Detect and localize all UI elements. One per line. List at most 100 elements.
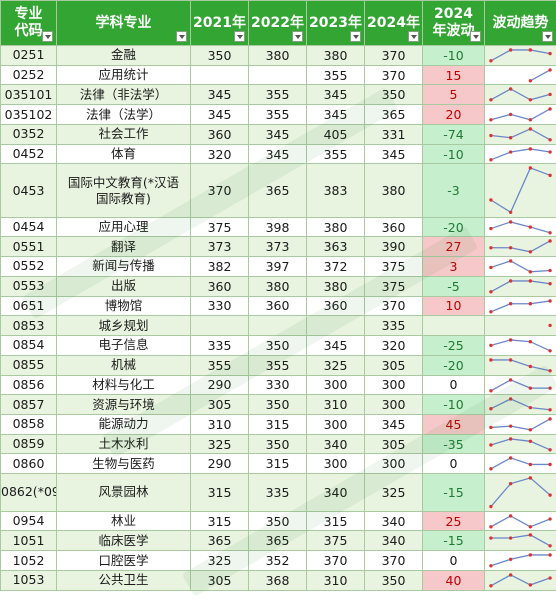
cell-y2024[interactable]: 370: [364, 64, 423, 86]
cell-y2021[interactable]: [190, 64, 249, 86]
cell-code[interactable]: 0853: [0, 315, 57, 337]
cell-y2023[interactable]: 300: [306, 453, 365, 475]
cell-y2023[interactable]: 345: [306, 104, 365, 125]
cell-name[interactable]: 应用心理: [56, 216, 191, 238]
cell-y2024[interactable]: 320: [364, 335, 423, 356]
filter-dropdown-icon[interactable]: [176, 31, 187, 42]
cell-name[interactable]: 林业: [56, 510, 191, 532]
cell-y2024[interactable]: 365: [364, 104, 423, 125]
cell-code[interactable]: 0856: [0, 374, 57, 396]
cell-y2021[interactable]: 315: [190, 473, 249, 512]
cell-y2023[interactable]: 380: [306, 216, 365, 238]
cell-y2022[interactable]: 355: [248, 354, 307, 376]
cell-code[interactable]: 1051: [0, 530, 57, 552]
cell-name[interactable]: 电子信息: [56, 335, 191, 356]
cell-name[interactable]: 法律（非法学）: [56, 84, 191, 106]
cell-change[interactable]: 0: [422, 453, 485, 475]
cell-name[interactable]: 博物馆: [56, 295, 191, 317]
cell-name[interactable]: 土木水利: [56, 433, 191, 455]
cell-code[interactable]: 1053: [0, 569, 57, 591]
cell-y2023[interactable]: 363: [306, 236, 365, 258]
cell-code[interactable]: 0551: [0, 236, 57, 258]
cell-change[interactable]: 0: [422, 550, 485, 571]
cell-name[interactable]: 金融: [56, 45, 191, 66]
cell-code[interactable]: 0855: [0, 354, 57, 376]
cell-code[interactable]: 0854: [0, 335, 57, 356]
cell-y2022[interactable]: 368: [248, 569, 307, 591]
cell-name[interactable]: 公共卫生: [56, 569, 191, 591]
cell-code[interactable]: 0553: [0, 275, 57, 297]
cell-name[interactable]: 材料与化工: [56, 374, 191, 396]
cell-y2024[interactable]: 350: [364, 84, 423, 106]
filter-dropdown-icon[interactable]: [292, 31, 303, 42]
cell-y2024[interactable]: 370: [364, 45, 423, 66]
cell-name[interactable]: 生物与医药: [56, 453, 191, 475]
filter-dropdown-icon[interactable]: [350, 31, 361, 42]
cell-y2023[interactable]: 405: [306, 123, 365, 145]
cell-change[interactable]: 0: [422, 374, 485, 396]
cell-y2022[interactable]: 315: [248, 453, 307, 475]
cell-y2022[interactable]: 365: [248, 530, 307, 552]
cell-y2023[interactable]: 345: [306, 84, 365, 106]
cell-y2021[interactable]: 370: [190, 163, 249, 218]
cell-y2024[interactable]: 340: [364, 530, 423, 552]
cell-y2021[interactable]: 350: [190, 45, 249, 66]
cell-name[interactable]: 翻译: [56, 236, 191, 258]
filter-dropdown-icon[interactable]: [408, 31, 419, 42]
cell-y2023[interactable]: 355: [306, 143, 365, 165]
cell-y2021[interactable]: 375: [190, 216, 249, 238]
cell-y2024[interactable]: 325: [364, 473, 423, 512]
cell-name[interactable]: 口腔医学: [56, 550, 191, 571]
cell-y2022[interactable]: [248, 64, 307, 86]
cell-y2021[interactable]: 315: [190, 510, 249, 532]
cell-y2021[interactable]: 365: [190, 530, 249, 552]
cell-name[interactable]: 社会工作: [56, 123, 191, 145]
cell-code[interactable]: 0859: [0, 433, 57, 455]
cell-y2023[interactable]: 310: [306, 394, 365, 415]
cell-change[interactable]: 45: [422, 414, 485, 435]
cell-y2024[interactable]: 305: [364, 433, 423, 455]
cell-code[interactable]: 0651: [0, 295, 57, 317]
cell-change[interactable]: [422, 315, 485, 337]
cell-code[interactable]: 0452: [0, 143, 57, 165]
cell-y2023[interactable]: 300: [306, 414, 365, 435]
cell-y2022[interactable]: 345: [248, 123, 307, 145]
cell-y2022[interactable]: 345: [248, 143, 307, 165]
cell-y2023[interactable]: 310: [306, 569, 365, 591]
cell-y2024[interactable]: 300: [364, 453, 423, 475]
cell-change[interactable]: -10: [422, 143, 485, 165]
cell-y2021[interactable]: [190, 315, 249, 337]
cell-change[interactable]: 25: [422, 510, 485, 532]
cell-y2024[interactable]: 390: [364, 236, 423, 258]
cell-name[interactable]: 体育: [56, 143, 191, 165]
cell-y2022[interactable]: 350: [248, 433, 307, 455]
cell-y2022[interactable]: 360: [248, 295, 307, 317]
cell-change[interactable]: 27: [422, 236, 485, 258]
cell-change[interactable]: -20: [422, 354, 485, 376]
cell-name[interactable]: 临床医学: [56, 530, 191, 552]
cell-y2021[interactable]: 320: [190, 143, 249, 165]
cell-y2024[interactable]: 360: [364, 216, 423, 238]
cell-y2024[interactable]: 300: [364, 394, 423, 415]
cell-y2021[interactable]: 305: [190, 394, 249, 415]
cell-y2021[interactable]: 360: [190, 123, 249, 145]
cell-code[interactable]: 0954: [0, 510, 57, 532]
cell-y2024[interactable]: 340: [364, 510, 423, 532]
cell-change[interactable]: -35: [422, 433, 485, 455]
cell-change[interactable]: 5: [422, 84, 485, 106]
cell-name[interactable]: 城乡规划: [56, 315, 191, 337]
cell-y2022[interactable]: 380: [248, 275, 307, 297]
filter-dropdown-icon[interactable]: [234, 31, 245, 42]
cell-y2021[interactable]: 360: [190, 275, 249, 297]
cell-y2021[interactable]: 290: [190, 453, 249, 475]
cell-code[interactable]: 0252: [0, 64, 57, 86]
cell-y2021[interactable]: 305: [190, 569, 249, 591]
cell-name[interactable]: 机械: [56, 354, 191, 376]
cell-y2022[interactable]: 355: [248, 104, 307, 125]
cell-change[interactable]: -15: [422, 473, 485, 512]
cell-y2022[interactable]: 335: [248, 473, 307, 512]
cell-change[interactable]: -3: [422, 163, 485, 218]
cell-change[interactable]: 15: [422, 64, 485, 86]
cell-y2021[interactable]: 382: [190, 256, 249, 277]
cell-y2023[interactable]: 355: [306, 64, 365, 86]
